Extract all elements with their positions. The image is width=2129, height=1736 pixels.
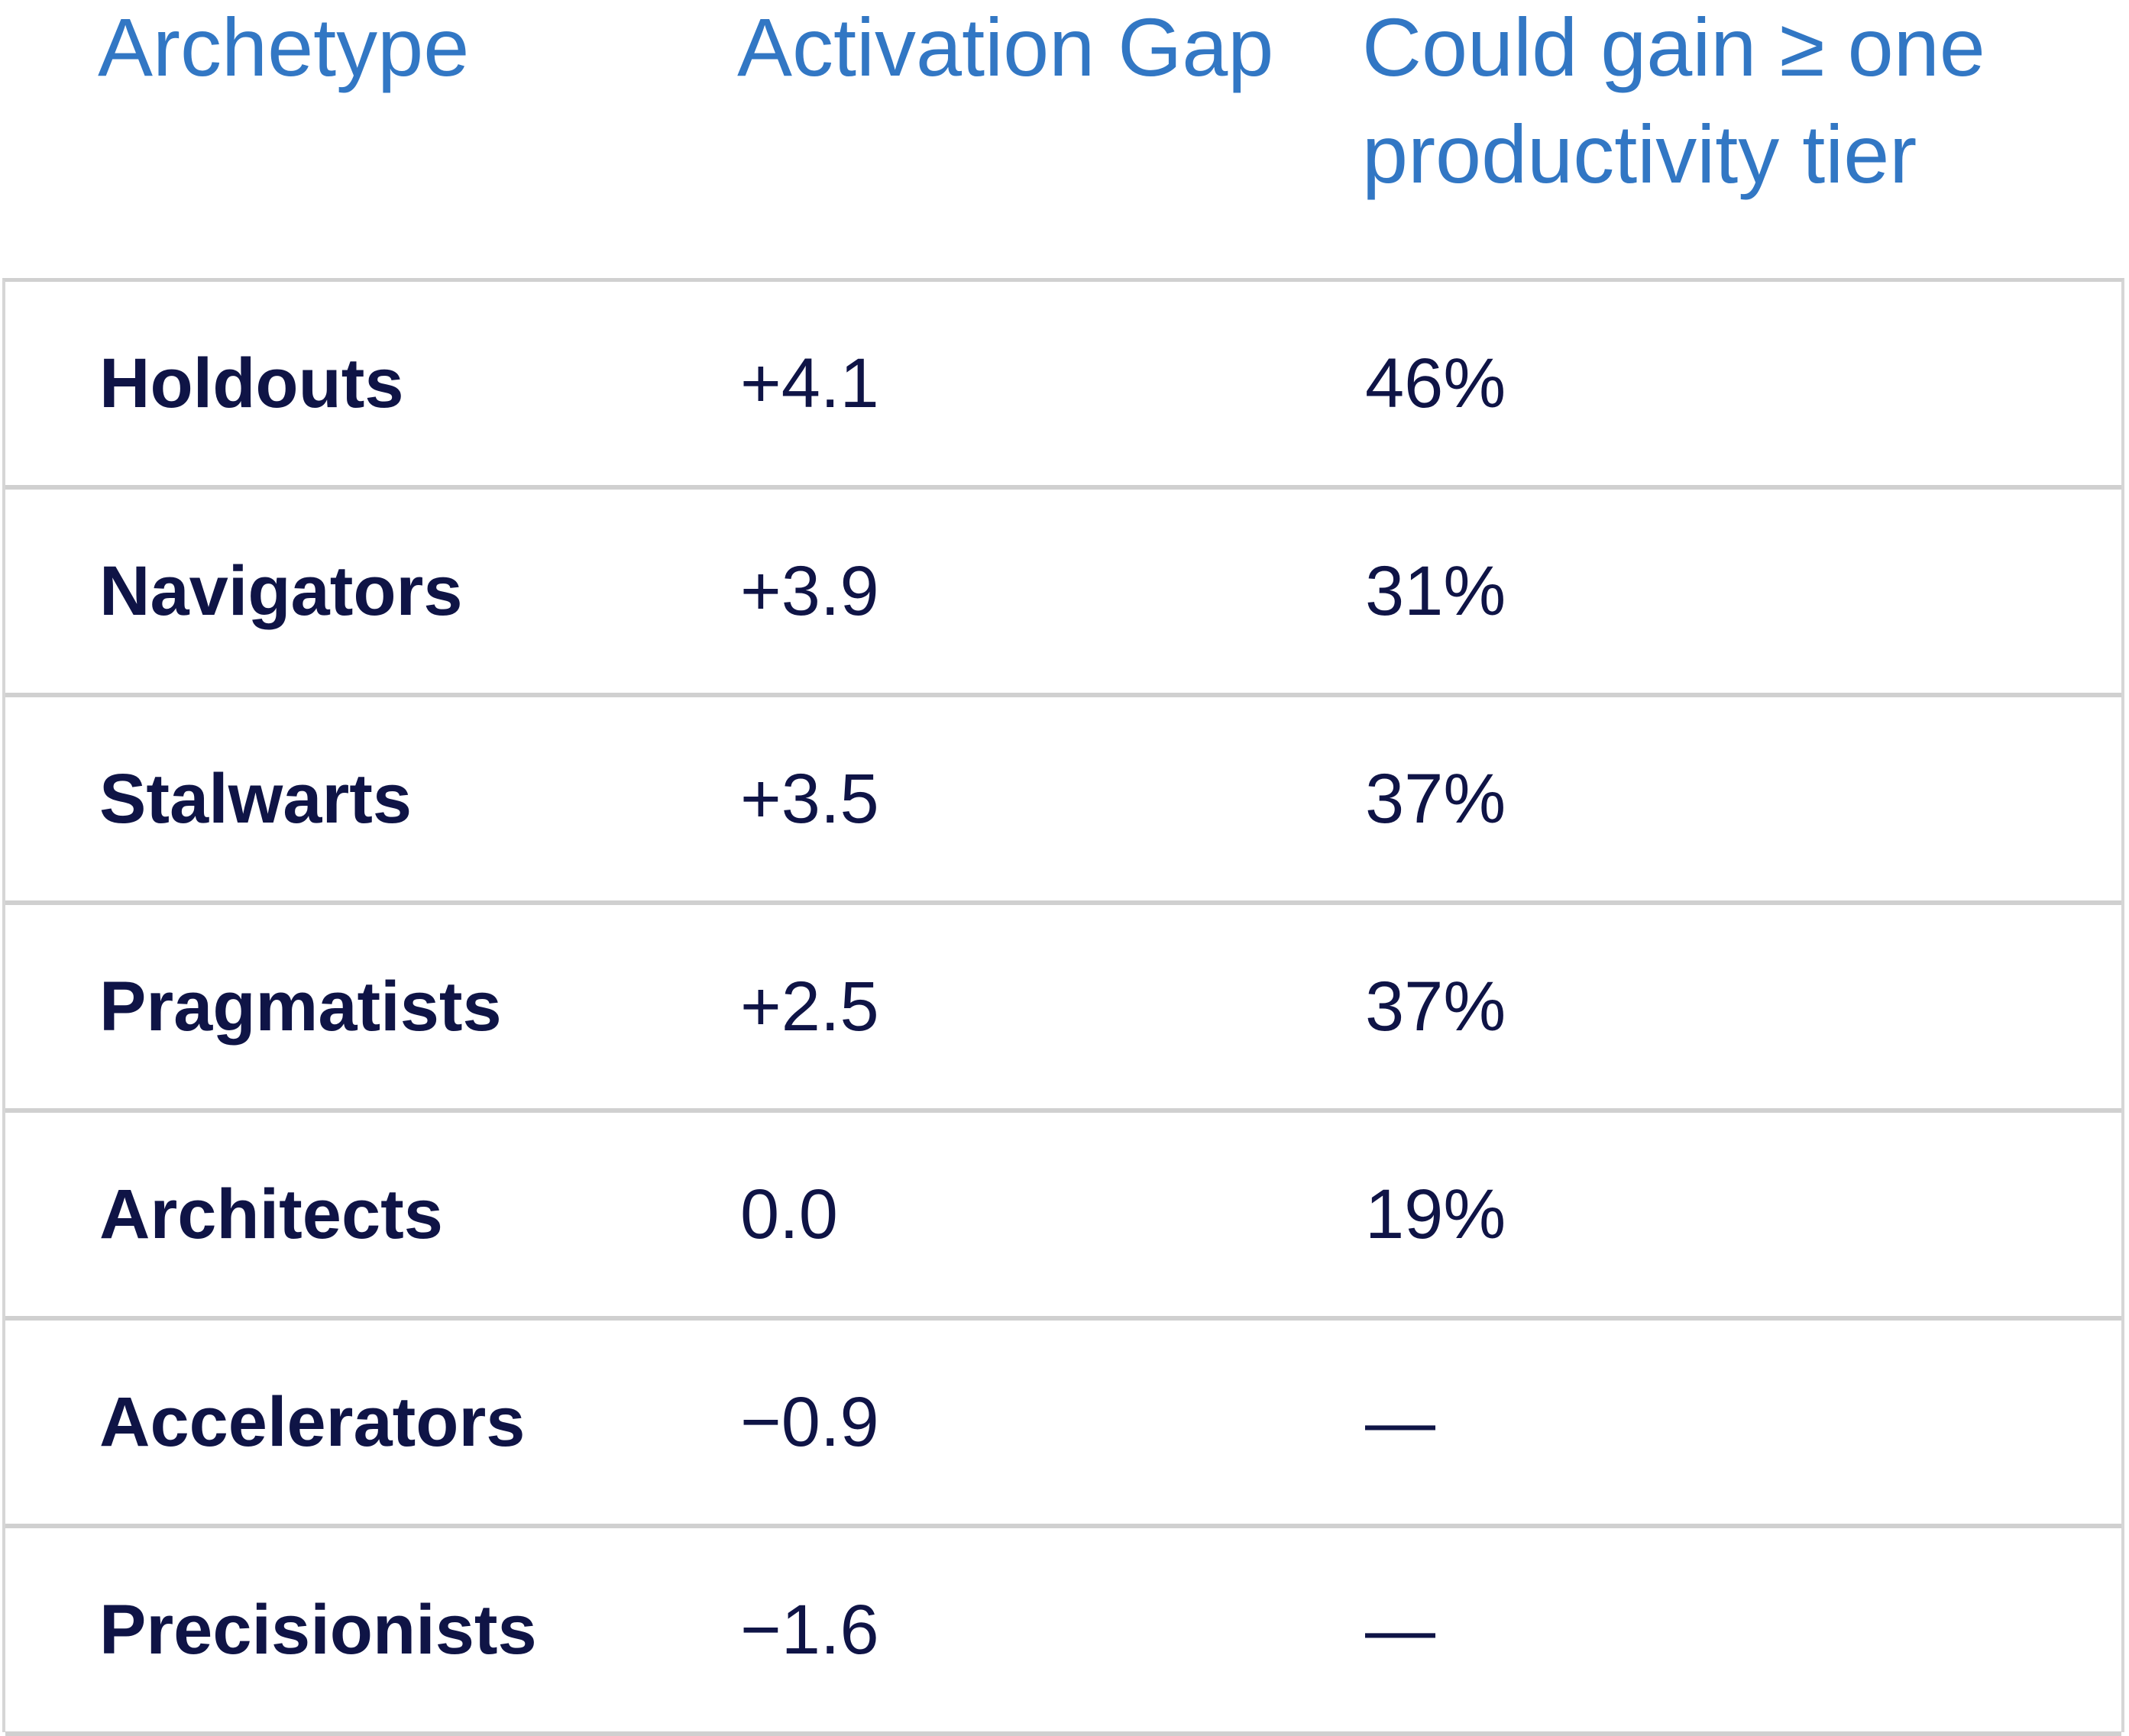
archetype-cell: Accelerators	[99, 1383, 526, 1461]
table-row: Architects 0.0 19%	[5, 1113, 2121, 1321]
activation-gap-cell: 0.0	[740, 1175, 838, 1253]
archetype-cell: Pragmatists	[99, 968, 502, 1046]
archetype-cell: Precisionists	[99, 1591, 537, 1669]
archetype-cell: Stalwarts	[99, 760, 413, 838]
column-header-could-gain: Could gain ≥ one productivity tier	[1362, 1, 1985, 200]
archetype-cell: Holdouts	[99, 344, 404, 422]
could-gain-cell: 37%	[1365, 968, 1506, 1046]
could-gain-cell: 37%	[1365, 760, 1506, 838]
table-row: Precisionists −1.6 —	[5, 1528, 2121, 1736]
table-header: Archetype Activation Gap Could gain ≥ on…	[0, 0, 2129, 280]
column-header-activation-gap: Activation Gap	[737, 1, 1274, 93]
activation-gap-cell: −0.9	[740, 1383, 879, 1461]
activation-gap-cell: −1.6	[740, 1591, 879, 1669]
activation-gap-cell: +3.9	[740, 552, 879, 630]
column-header-archetype: Archetype	[98, 1, 470, 93]
could-gain-cell: —	[1365, 1383, 1435, 1461]
activation-gap-cell: +3.5	[740, 760, 879, 838]
archetype-cell: Architects	[99, 1175, 443, 1253]
could-gain-cell: 31%	[1365, 552, 1506, 630]
table-row: Holdouts +4.1 46%	[5, 282, 2121, 490]
table-row: Accelerators −0.9 —	[5, 1321, 2121, 1528]
activation-gap-cell: +4.1	[740, 344, 879, 422]
archetype-cell: Navigators	[99, 552, 463, 630]
archetype-table: Holdouts +4.1 46% Navigators +3.9 31% St…	[2, 278, 2124, 1736]
activation-gap-cell: +2.5	[740, 968, 879, 1046]
table-row: Navigators +3.9 31%	[5, 490, 2121, 697]
table-row: Pragmatists +2.5 37%	[5, 905, 2121, 1113]
could-gain-cell: 19%	[1365, 1175, 1506, 1253]
table-row: Stalwarts +3.5 37%	[5, 697, 2121, 905]
could-gain-cell: —	[1365, 1591, 1435, 1669]
could-gain-cell: 46%	[1365, 344, 1506, 422]
